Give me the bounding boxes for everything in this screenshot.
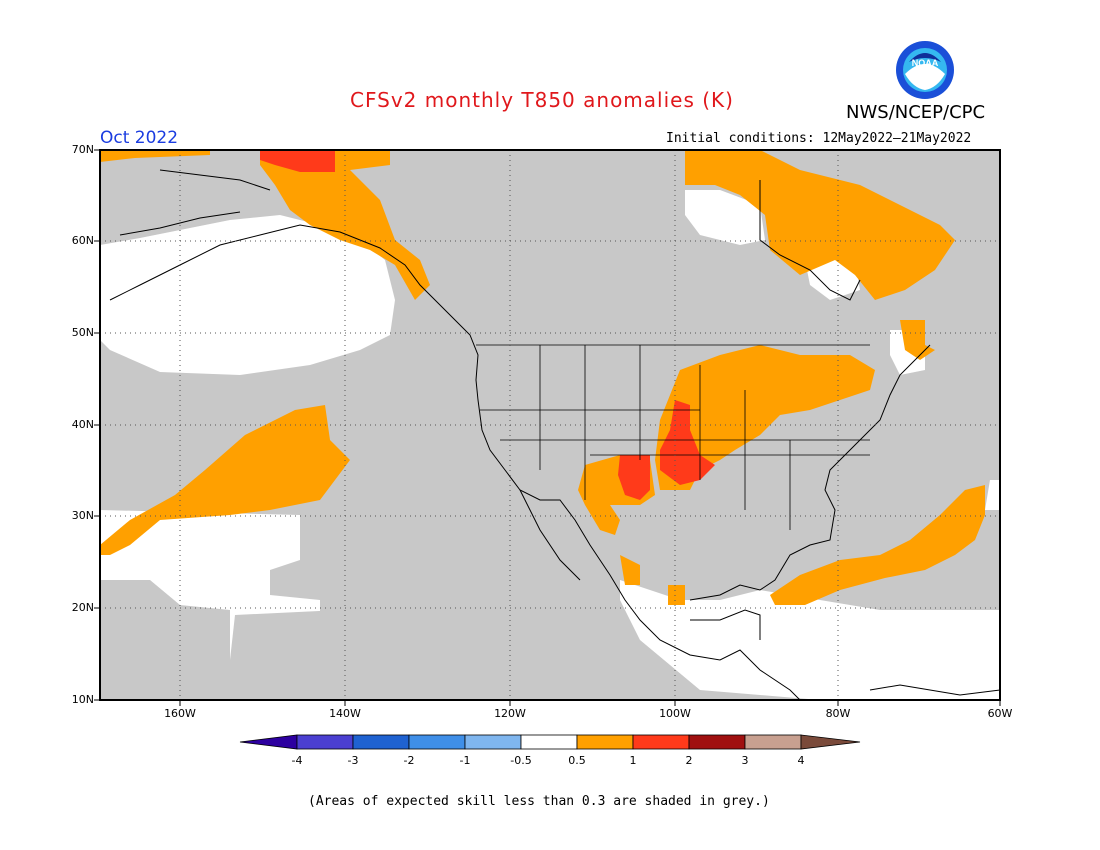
- orange-region-maritimes: [900, 320, 935, 360]
- white-region-atlantic: [985, 480, 1000, 510]
- lat-label: 40N: [71, 418, 94, 431]
- grey-patch-south: [230, 610, 345, 665]
- coastlines: [109, 169, 1001, 701]
- colorbar-label: -3: [347, 754, 359, 767]
- lon-label: 80W: [825, 707, 851, 720]
- lat-label: 60N: [71, 234, 94, 247]
- skill-footnote: (Areas of expected skill less than 0.3 a…: [308, 794, 770, 809]
- colorbar: [239, 734, 861, 750]
- lon-label: 60W: [987, 707, 1013, 720]
- red-region-plains: [660, 400, 715, 485]
- lat-lon-grid: [100, 150, 1000, 700]
- white-region-hudson: [685, 190, 765, 245]
- noaa-logo-icon: NOAA: [896, 41, 954, 99]
- orange-region-pacific-band: [100, 405, 350, 555]
- colorbar-label: -0.5: [510, 754, 532, 767]
- lon-label: 160W: [164, 707, 196, 720]
- lon-label: 100W: [659, 707, 691, 720]
- colorbar-label: -2: [403, 754, 415, 767]
- lat-label: 30N: [71, 509, 94, 522]
- colorbar-label: -1: [459, 754, 471, 767]
- agency-label: NWS/NCEP/CPC: [846, 102, 986, 123]
- orange-region-eastern-canada: [685, 150, 955, 300]
- lat-label: 20N: [71, 601, 94, 614]
- red-region-new-mexico: [618, 455, 650, 500]
- orange-region-midwest: [655, 345, 875, 490]
- colorbar-label: 0.5: [568, 754, 586, 767]
- colorbar-label: 4: [797, 754, 805, 767]
- colorbar-label: 3: [741, 754, 749, 767]
- lat-label: 10N: [71, 693, 94, 706]
- colorbar-arrow-low: [239, 734, 298, 750]
- colorbar-arrow-high: [800, 734, 861, 750]
- forecast-month: Oct 2022: [100, 128, 179, 148]
- orange-region-mexico-1: [620, 555, 640, 585]
- white-region-caribbean: [620, 580, 1000, 700]
- red-region-alaska-north: [260, 150, 335, 172]
- map-title: CFSv2 monthly T850 anomalies (K): [350, 88, 734, 112]
- lon-label: 120W: [494, 707, 526, 720]
- lat-label: 50N: [71, 326, 94, 339]
- initial-conditions: Initial conditions: 12May2022–21May2022: [666, 131, 972, 146]
- svg-text:NOAA: NOAA: [912, 58, 939, 68]
- orange-region-nw-corner: [100, 150, 210, 162]
- colorbar-label: 2: [685, 754, 693, 767]
- white-region-quebec: [805, 260, 860, 300]
- colorbar-label: 1: [629, 754, 637, 767]
- lon-label: 140W: [329, 707, 361, 720]
- lat-label: 70N: [71, 143, 94, 156]
- state-borders: [476, 344, 870, 530]
- white-region-gulf-of-alaska: [100, 215, 395, 375]
- axis-ticks: [94, 149, 1001, 706]
- orange-region-mexico-2: [668, 585, 685, 605]
- colorbar-label: -4: [291, 754, 303, 767]
- orange-region-atlantic-band: [770, 485, 985, 605]
